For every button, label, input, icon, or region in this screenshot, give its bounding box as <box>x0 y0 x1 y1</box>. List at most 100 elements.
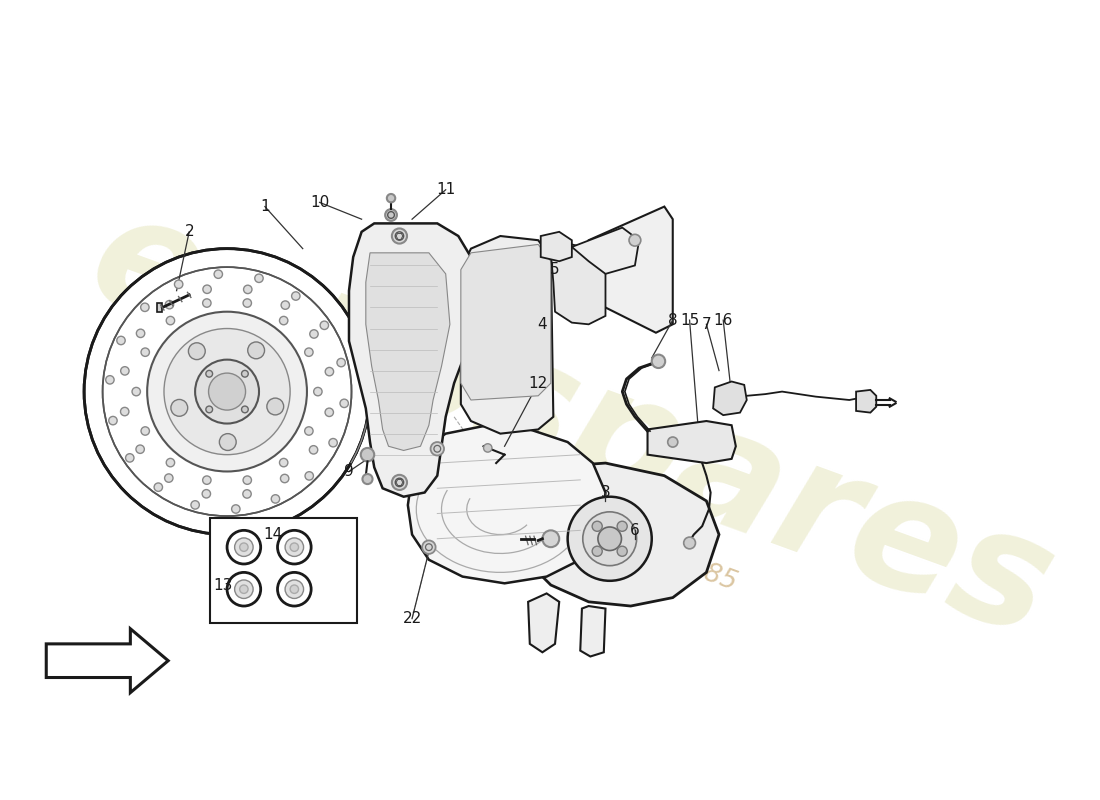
Circle shape <box>290 543 298 551</box>
Text: 10: 10 <box>310 195 329 210</box>
Circle shape <box>329 438 338 447</box>
Circle shape <box>214 270 222 278</box>
Circle shape <box>314 387 322 396</box>
Circle shape <box>175 280 183 289</box>
Text: 22: 22 <box>403 611 421 626</box>
FancyBboxPatch shape <box>210 518 358 623</box>
Circle shape <box>320 321 329 330</box>
Polygon shape <box>366 253 450 450</box>
Circle shape <box>282 301 289 310</box>
Circle shape <box>285 580 304 598</box>
Polygon shape <box>572 228 639 274</box>
Polygon shape <box>528 594 559 652</box>
Circle shape <box>361 448 374 462</box>
Circle shape <box>292 292 300 300</box>
Circle shape <box>232 505 240 514</box>
Circle shape <box>651 354 666 368</box>
Text: 3: 3 <box>601 485 610 500</box>
Text: 15: 15 <box>680 313 700 328</box>
Circle shape <box>234 538 253 557</box>
Circle shape <box>290 585 298 594</box>
Circle shape <box>243 476 252 484</box>
Polygon shape <box>588 206 673 333</box>
Circle shape <box>84 249 370 534</box>
Circle shape <box>240 585 249 594</box>
Circle shape <box>202 299 211 307</box>
Circle shape <box>617 522 627 531</box>
Circle shape <box>243 285 252 294</box>
Polygon shape <box>541 232 572 262</box>
Text: 14: 14 <box>264 527 283 542</box>
Circle shape <box>132 387 141 396</box>
Circle shape <box>164 329 290 454</box>
Text: 11: 11 <box>436 182 455 198</box>
Circle shape <box>117 336 125 345</box>
Polygon shape <box>713 382 747 415</box>
Circle shape <box>166 458 175 467</box>
Text: 12: 12 <box>529 376 548 390</box>
Circle shape <box>422 541 436 554</box>
Polygon shape <box>581 606 605 657</box>
Text: 2: 2 <box>185 224 194 239</box>
Circle shape <box>242 406 249 413</box>
Circle shape <box>272 494 279 503</box>
Circle shape <box>154 483 163 491</box>
Circle shape <box>166 316 175 325</box>
Circle shape <box>188 342 206 360</box>
Circle shape <box>202 490 210 498</box>
Circle shape <box>267 398 284 415</box>
Circle shape <box>324 408 333 417</box>
Circle shape <box>240 543 249 551</box>
Polygon shape <box>157 303 163 312</box>
Text: a passion for cars since 1985: a passion for cars since 1985 <box>370 439 740 596</box>
Circle shape <box>305 426 314 435</box>
Text: 1: 1 <box>260 199 270 214</box>
Circle shape <box>170 399 188 416</box>
Circle shape <box>202 285 211 294</box>
Circle shape <box>385 209 397 221</box>
Circle shape <box>191 501 199 509</box>
Circle shape <box>206 406 212 413</box>
Circle shape <box>285 538 304 557</box>
Polygon shape <box>349 223 475 497</box>
Circle shape <box>362 474 373 484</box>
Circle shape <box>141 348 150 356</box>
Circle shape <box>121 366 129 375</box>
Circle shape <box>684 537 695 549</box>
Circle shape <box>310 330 318 338</box>
Circle shape <box>340 399 349 407</box>
Circle shape <box>484 444 492 452</box>
Text: 5: 5 <box>550 262 560 277</box>
Text: 16: 16 <box>714 313 733 328</box>
Circle shape <box>136 329 145 338</box>
Circle shape <box>337 358 345 366</box>
Polygon shape <box>461 245 551 400</box>
Circle shape <box>121 407 129 416</box>
Circle shape <box>387 194 395 202</box>
Text: 6: 6 <box>630 523 640 538</box>
Circle shape <box>165 301 174 309</box>
Text: 13: 13 <box>213 578 232 593</box>
Circle shape <box>125 454 134 462</box>
Circle shape <box>242 370 249 377</box>
Circle shape <box>141 303 150 311</box>
Circle shape <box>248 342 264 358</box>
Circle shape <box>147 312 307 471</box>
Circle shape <box>617 546 627 556</box>
Circle shape <box>592 522 602 531</box>
Circle shape <box>583 512 637 566</box>
Circle shape <box>326 367 333 376</box>
Circle shape <box>209 373 245 410</box>
Circle shape <box>195 360 258 423</box>
Circle shape <box>305 472 314 480</box>
Circle shape <box>279 316 288 325</box>
Circle shape <box>309 446 318 454</box>
Polygon shape <box>505 463 719 606</box>
Circle shape <box>598 527 622 550</box>
Polygon shape <box>551 245 605 324</box>
Circle shape <box>243 490 251 498</box>
Text: 7: 7 <box>702 317 712 332</box>
Circle shape <box>206 370 212 377</box>
Circle shape <box>542 530 559 547</box>
Circle shape <box>280 474 289 482</box>
